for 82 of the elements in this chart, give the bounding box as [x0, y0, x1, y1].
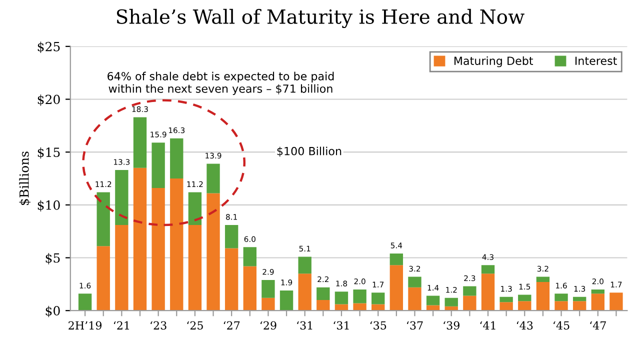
- annotation: $100 Billion: [277, 146, 342, 157]
- legend-label: Maturing Debt: [454, 56, 534, 68]
- x-tick-label: ‘31: [297, 321, 312, 330]
- bar: [481, 265, 495, 274]
- y-tick-label: $15: [38, 147, 60, 159]
- bar: [78, 294, 92, 311]
- bar: [115, 224, 128, 311]
- bar: [591, 289, 604, 294]
- bar: [463, 296, 476, 311]
- bar: [554, 294, 568, 302]
- bar: [152, 142, 165, 188]
- bar: [536, 282, 550, 311]
- bar: [481, 274, 495, 311]
- bar: [572, 296, 586, 302]
- bar: [591, 294, 604, 311]
- bar: [280, 290, 294, 311]
- bar: [500, 302, 513, 311]
- bar: [372, 292, 385, 304]
- bar: [536, 276, 550, 282]
- bar: [206, 164, 220, 194]
- bar: [372, 304, 385, 311]
- bar: [96, 192, 110, 246]
- bar: [298, 256, 312, 274]
- bar: [518, 301, 532, 311]
- x-tick-label: ‘43: [516, 321, 533, 330]
- bar: [500, 296, 513, 302]
- bar: [408, 276, 422, 288]
- bar: [390, 265, 404, 311]
- x-tick-label: ‘37: [407, 321, 423, 330]
- bar: [243, 247, 256, 266]
- bar: [96, 246, 110, 311]
- x-tick-label: ‘25: [187, 321, 203, 330]
- bar: [572, 301, 586, 311]
- x-tick-label: ‘21: [114, 321, 129, 330]
- bar: [390, 254, 404, 266]
- bar: [353, 303, 366, 311]
- x-tick-label: 2H’19: [68, 321, 102, 330]
- bar: [334, 304, 348, 311]
- bar: [262, 280, 275, 298]
- bar: [115, 170, 128, 225]
- bar: [133, 117, 147, 168]
- bar: [206, 193, 220, 311]
- bar: [334, 292, 348, 304]
- y-tick-label: $20: [38, 94, 60, 106]
- x-tick-label: ‘41: [480, 321, 496, 330]
- bar: [243, 266, 256, 311]
- y-tick-label: $0: [46, 306, 60, 318]
- bar: [610, 292, 623, 311]
- bar: [518, 294, 532, 302]
- y-axis-title: $Billions: [19, 152, 30, 205]
- y-tick-label: $10: [38, 200, 60, 212]
- bar: [170, 178, 184, 311]
- bar: [224, 224, 238, 248]
- annotation: 64% of shale debt is expected to be paid within the next seven years – $71 billion: [108, 72, 334, 95]
- bar: [408, 287, 422, 311]
- x-tick-label: ‘35: [370, 321, 386, 330]
- y-tick-label: $25: [38, 42, 60, 53]
- x-tick-label: ‘47: [590, 321, 606, 330]
- bar: [170, 138, 184, 178]
- bar: [188, 192, 202, 225]
- bar: [554, 301, 568, 311]
- bar: [152, 188, 165, 311]
- x-tick-label: ‘31: [334, 321, 349, 330]
- bar: [353, 289, 366, 304]
- bar: [426, 296, 440, 306]
- bar: [188, 224, 202, 311]
- bar: [444, 298, 458, 306]
- x-tick-label: ‘45: [554, 321, 570, 330]
- bar: [133, 168, 147, 311]
- x-tick-label: ‘23: [150, 321, 166, 330]
- bar: [316, 287, 330, 300]
- y-tick-label: $5: [46, 253, 60, 264]
- bar: [463, 286, 476, 296]
- bar: [224, 248, 238, 311]
- bar: [262, 298, 275, 311]
- bar: [316, 300, 330, 311]
- chart-title: Shale’s Wall of Maturity is Here and Now: [116, 8, 524, 28]
- x-tick-label: ‘27: [224, 321, 240, 330]
- x-tick-label: ‘39: [444, 321, 460, 330]
- x-tick-label: ‘29: [260, 321, 276, 330]
- bar: [298, 274, 312, 311]
- legend-label: Interest: [575, 56, 617, 66]
